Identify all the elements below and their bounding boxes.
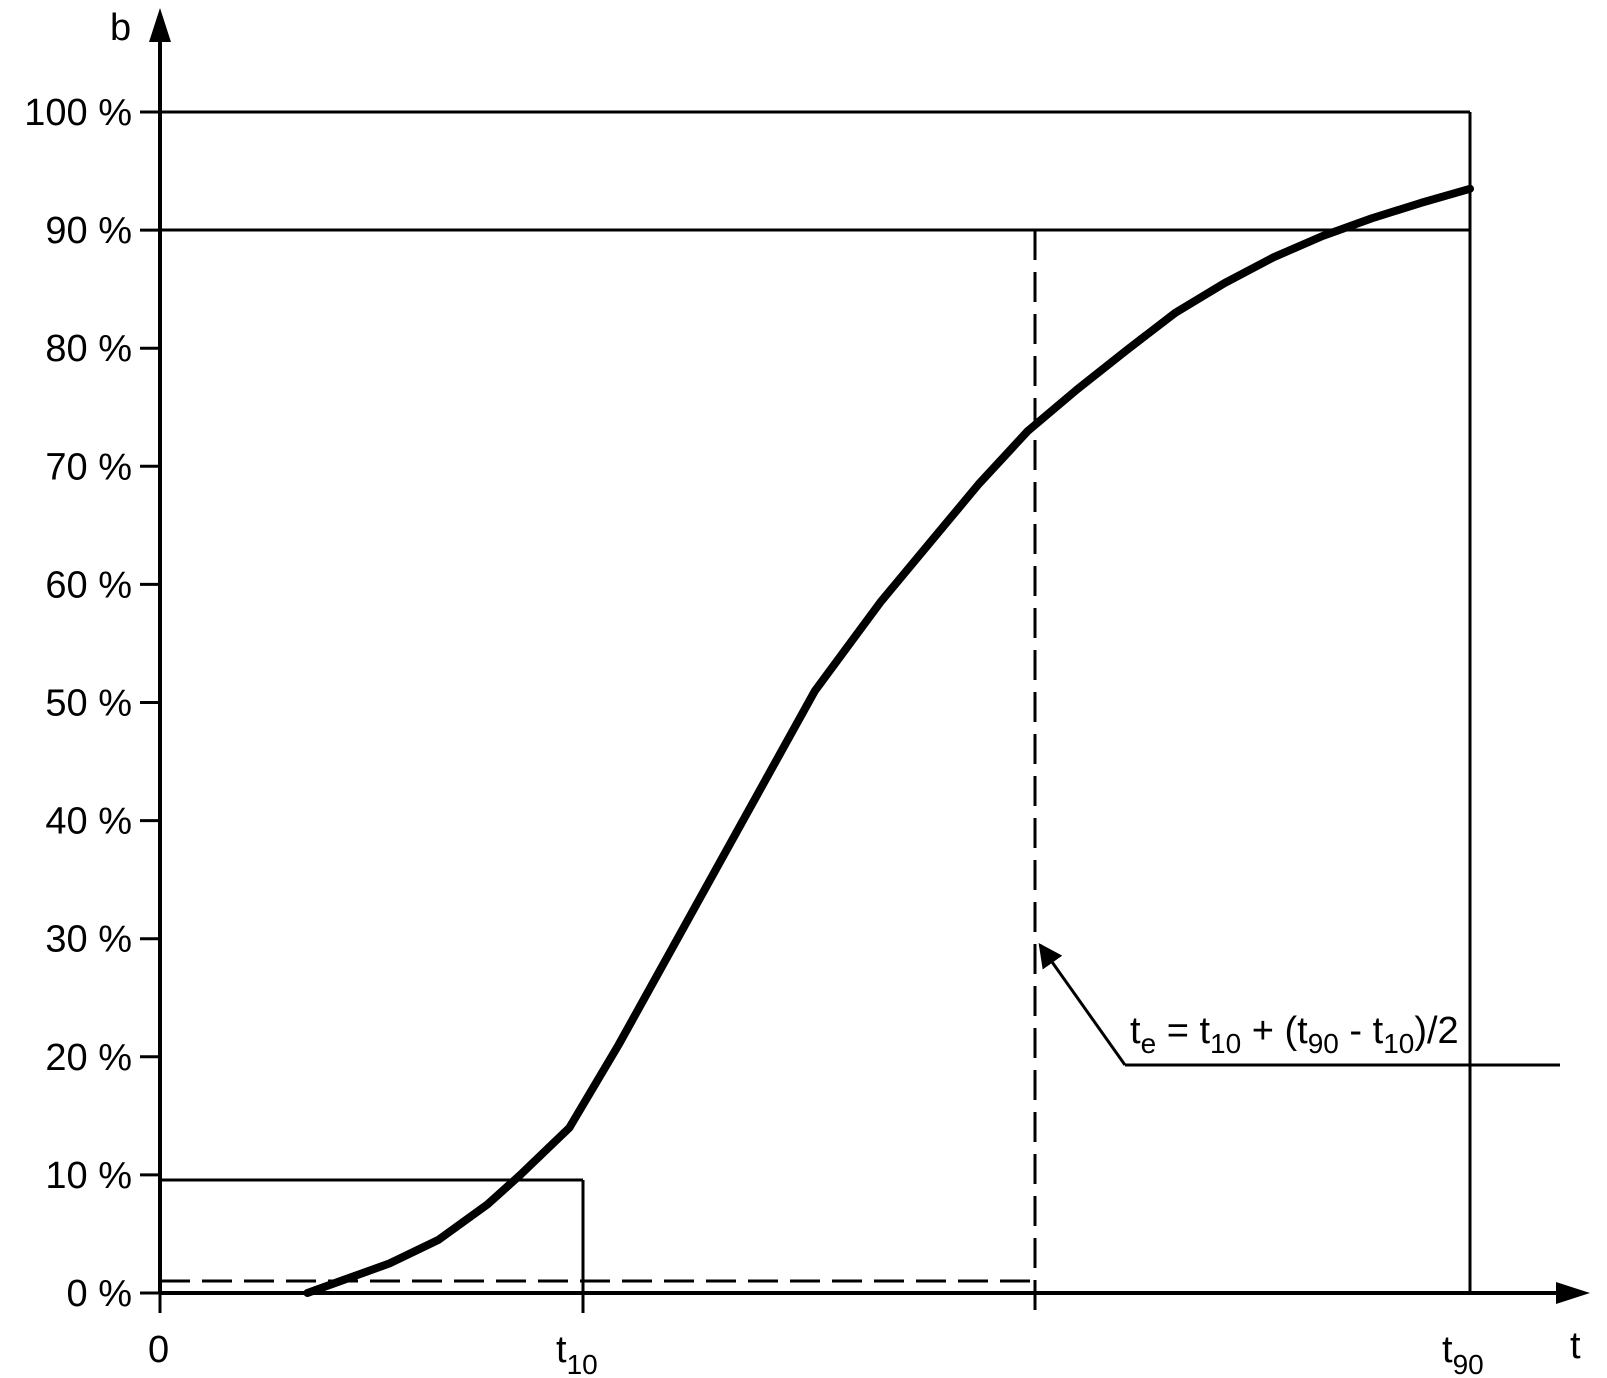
series-curve	[303, 184, 1474, 1297]
y-tick-label: 60 %	[45, 564, 132, 606]
y-tick-label: 20 %	[45, 1037, 132, 1079]
y-tick-label: 10 %	[45, 1155, 132, 1197]
x-tick-label-t10: t10	[556, 1329, 598, 1378]
x-axis-arrow	[1556, 1282, 1590, 1304]
y-axis-arrow	[149, 8, 171, 42]
y-axis-label: b	[110, 7, 131, 49]
y-tick-label: 90 %	[45, 210, 132, 252]
annotation-leader	[1038, 943, 1127, 1066]
x-axis-label: t	[1570, 1325, 1581, 1367]
y-tick-label: 100 %	[24, 92, 132, 134]
y-ticks: 0 % 10 % 20 % 30 % 40 % 50 % 60 % 70 % 80 % 90 % 1…	[24, 92, 160, 1315]
x-tick-label-t90: t90	[1442, 1329, 1484, 1378]
reference-lines	[160, 110, 1472, 1318]
y-tick-label: 30 %	[45, 919, 132, 961]
y-tick-label: 80 %	[45, 328, 132, 370]
x-tick-label-0: 0	[148, 1329, 169, 1371]
y-tick-label: 50 %	[45, 683, 132, 725]
y-tick-label: 40 %	[45, 801, 132, 843]
annotation-formula: te = t10 + (t90 - t10)/2	[1130, 1010, 1459, 1059]
y-tick-label: 70 %	[45, 446, 132, 488]
y-tick-label: 0 %	[67, 1273, 132, 1315]
